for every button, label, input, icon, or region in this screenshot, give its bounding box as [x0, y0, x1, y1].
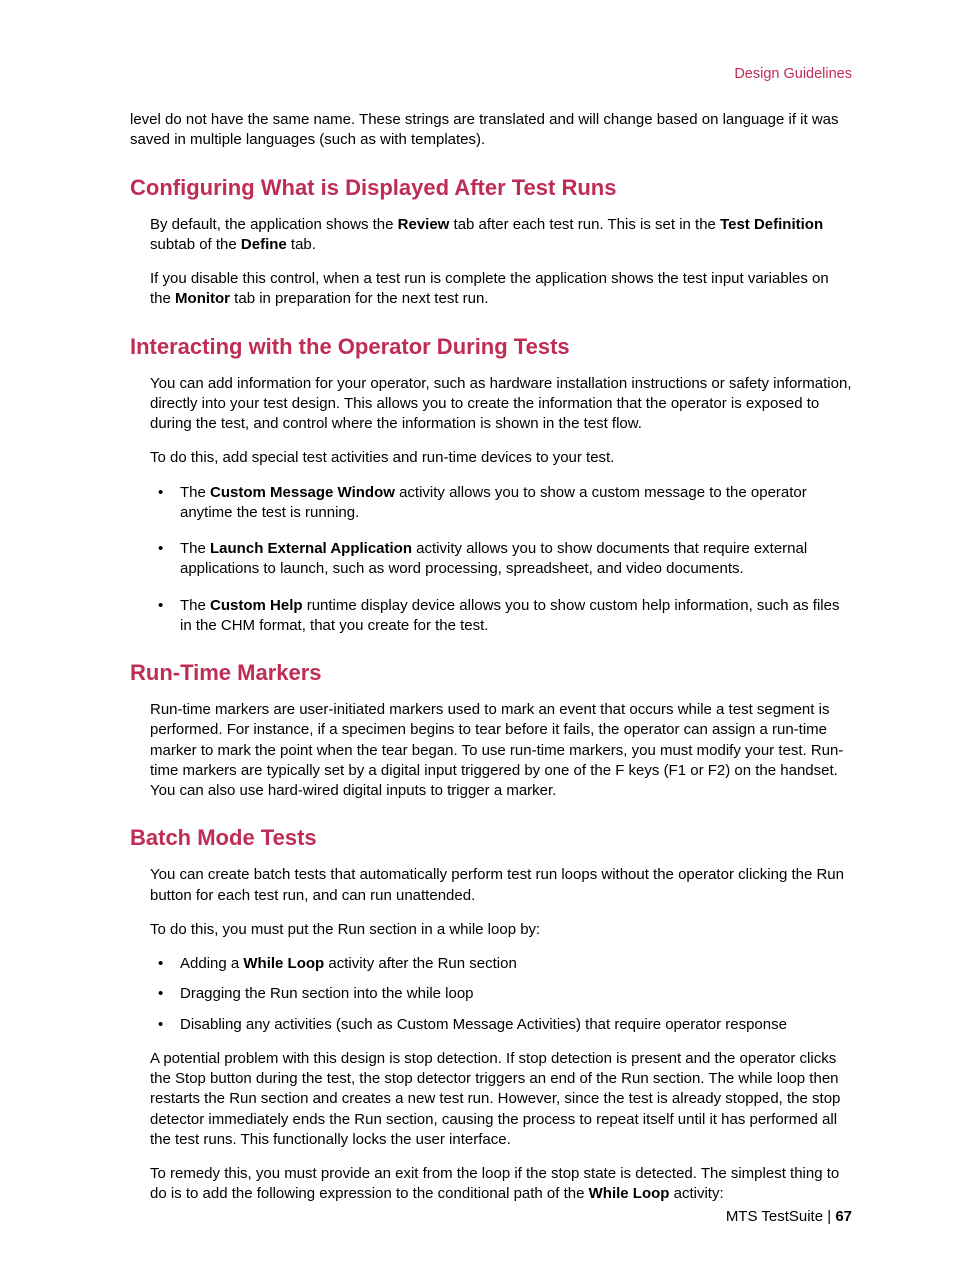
bold-define: Define — [241, 236, 287, 253]
batch-p2: To do this, you must put the Run section… — [150, 920, 852, 940]
heading-runtime-markers: Run-Time Markers — [130, 660, 852, 686]
footer-sep: | — [823, 1208, 835, 1225]
bold-while-loop-2: While Loop — [589, 1185, 670, 1202]
document-page: Design Guidelines level do not have the … — [0, 0, 954, 1269]
list-item: Adding a While Loop activity after the R… — [150, 954, 852, 974]
batch-p4: To remedy this, you must provide an exit… — [150, 1164, 852, 1205]
text-run: Adding a — [180, 955, 243, 972]
batch-p1: You can create batch tests that automati… — [150, 865, 852, 906]
page-footer: MTS TestSuite | 67 — [726, 1208, 852, 1225]
configuring-p2: If you disable this control, when a test… — [150, 269, 852, 310]
batch-bullets: Adding a While Loop activity after the R… — [150, 954, 852, 1035]
text-run: tab in preparation for the next test run… — [230, 290, 489, 307]
text-run: tab after each test run. This is set in … — [449, 216, 720, 233]
configuring-p1: By default, the application shows the Re… — [150, 215, 852, 256]
heading-interacting: Interacting with the Operator During Tes… — [130, 334, 852, 360]
list-item: The Custom Message Window activity allow… — [150, 483, 852, 524]
interacting-p1: You can add information for your operato… — [150, 374, 852, 435]
list-item: Dragging the Run section into the while … — [150, 984, 852, 1004]
bold-test-definition: Test Definition — [720, 216, 823, 233]
heading-batch-mode: Batch Mode Tests — [130, 825, 852, 851]
text-run: The — [180, 597, 210, 614]
bold-launch-external-application: Launch External Application — [210, 540, 412, 557]
bold-while-loop: While Loop — [243, 955, 324, 972]
text-run: activity: — [669, 1185, 723, 1202]
text-run: tab. — [287, 236, 316, 253]
bold-monitor: Monitor — [175, 290, 230, 307]
bold-review: Review — [398, 216, 450, 233]
list-item: Disabling any activities (such as Custom… — [150, 1015, 852, 1035]
batch-p3: A potential problem with this design is … — [150, 1049, 852, 1150]
text-run: activity after the Run section — [324, 955, 517, 972]
header-section-label: Design Guidelines — [130, 66, 852, 82]
bold-custom-help: Custom Help — [210, 597, 303, 614]
list-item: The Launch External Application activity… — [150, 539, 852, 580]
runtime-p1: Run-time markers are user-initiated mark… — [150, 700, 852, 801]
footer-page-number: 67 — [835, 1208, 852, 1225]
text-run: subtab of the — [150, 236, 241, 253]
list-item: The Custom Help runtime display device a… — [150, 596, 852, 637]
bold-custom-message-window: Custom Message Window — [210, 484, 395, 501]
text-run: To remedy this, you must provide an exit… — [150, 1165, 839, 1202]
footer-product: MTS TestSuite — [726, 1208, 823, 1225]
intro-paragraph: level do not have the same name. These s… — [130, 110, 852, 151]
heading-configuring: Configuring What is Displayed After Test… — [130, 175, 852, 201]
interacting-p2: To do this, add special test activities … — [150, 448, 852, 468]
text-run: The — [180, 540, 210, 557]
text-run: By default, the application shows the — [150, 216, 398, 233]
text-run: The — [180, 484, 210, 501]
interacting-bullets: The Custom Message Window activity allow… — [150, 483, 852, 637]
